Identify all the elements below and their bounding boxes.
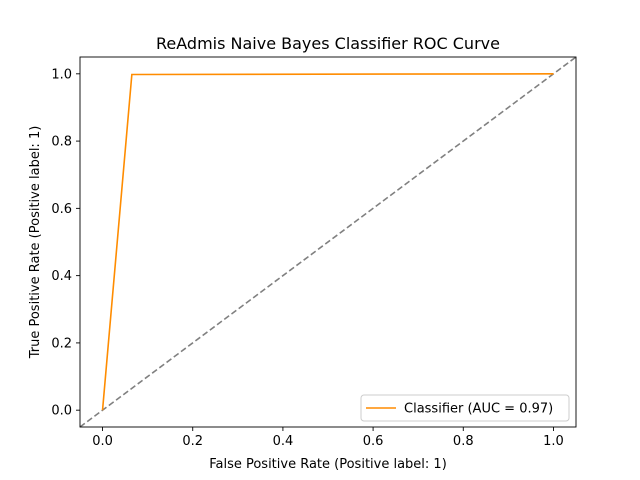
legend-box [360,394,570,422]
plot-area [79,56,577,428]
y-tick-label: 0.0 [51,404,72,419]
axes-frame [79,56,577,428]
y-tick-label: 0.2 [51,336,72,351]
x-tick-label: 0.8 [453,434,474,449]
x-tick-label: 0.4 [273,434,294,449]
chart-title: ReAdmis Naive Bayes Classifier ROC Curve [156,34,500,53]
chance-reference-line [79,56,577,428]
roc-curve-line [101,73,554,411]
legend-label-classifier: Classifier (AUC = 0.97) [404,402,553,417]
x-axis-ticks: 0.0 0.2 0.4 0.6 0.8 1.0 [92,427,564,449]
y-tick-label: 1.0 [51,67,72,82]
x-tick-label: 0.2 [182,434,203,449]
y-tick-label: 0.6 [51,202,72,217]
x-tick-label: 0.6 [363,434,384,449]
legend: Classifier (AUC = 0.97) [360,394,570,422]
y-tick-label: 0.8 [51,135,72,150]
y-tick-label: 0.4 [51,269,72,284]
x-tick-label: 1.0 [543,434,564,449]
y-axis-ticks: 0.0 0.2 0.4 0.6 0.8 1.0 [51,67,80,419]
x-axis-label: False Positive Rate (Positive label: 1) [209,457,447,472]
x-tick-label: 0.0 [92,434,113,449]
y-axis-label: True Positive Rate (Positive label: 1) [28,126,43,360]
